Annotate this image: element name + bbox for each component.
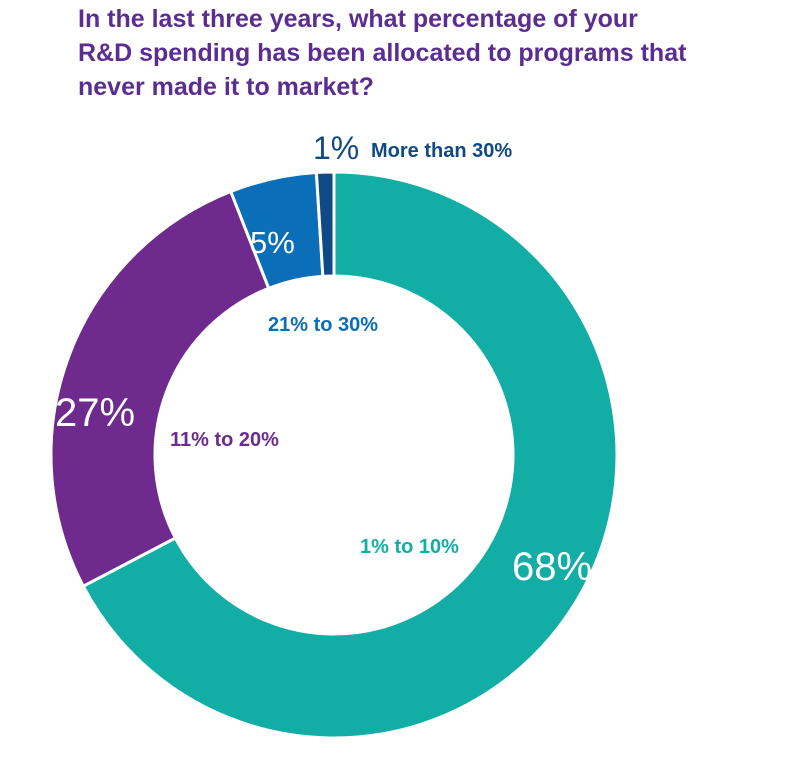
chart-title-line-3: never made it to market? bbox=[78, 73, 374, 101]
chart-title: In the last three years, what percentage… bbox=[78, 2, 778, 104]
chart-title-line-2: R&D spending has been allocated to progr… bbox=[78, 39, 687, 67]
slice-value-label-11-to-20: 27% bbox=[55, 391, 135, 435]
donut-slices bbox=[49, 170, 619, 740]
slice-more-than-30 bbox=[314, 170, 336, 278]
slice-value-label-21-to-30: 5% bbox=[250, 225, 295, 260]
slice-category-label-more-than-30: More than 30% bbox=[371, 140, 512, 162]
slice-value-label-1-to-10: 68% bbox=[512, 545, 592, 589]
slice-category-label-1-to-10: 1% to 10% bbox=[360, 536, 459, 558]
slice-category-label-21-to-30: 21% to 30% bbox=[268, 314, 378, 336]
slice-11-to-20 bbox=[49, 189, 271, 589]
chart-title-line-1: In the last three years, what percentage… bbox=[78, 5, 638, 33]
slice-1-to-10 bbox=[81, 170, 619, 740]
slice-value-label-more-than-30: 1% bbox=[313, 130, 359, 166]
slice-category-label-11-to-20: 11% to 20% bbox=[170, 429, 279, 451]
